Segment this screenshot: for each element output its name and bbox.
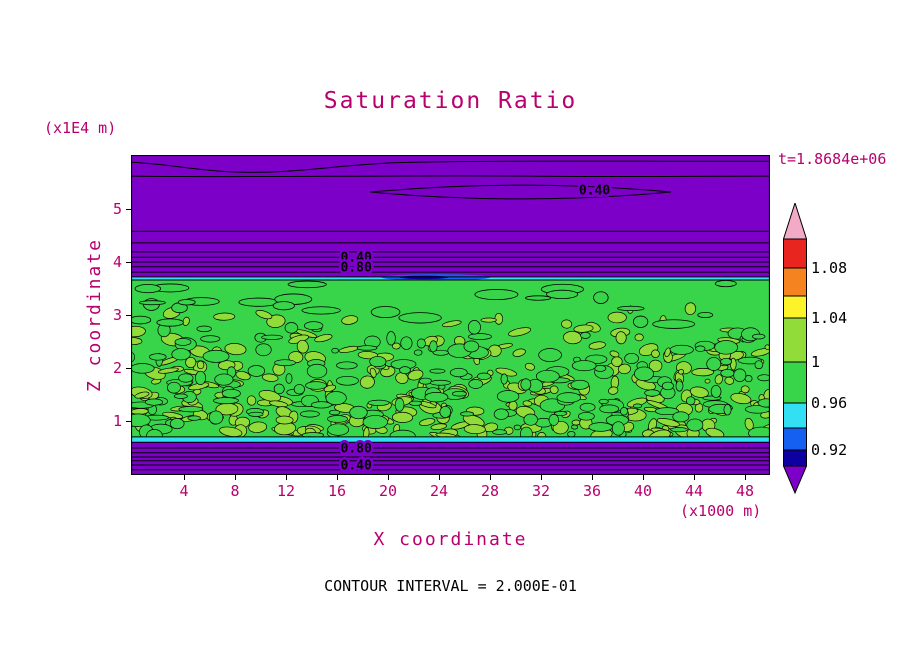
x-tick-label: 8 [230,482,240,500]
lens-contour [370,184,672,200]
colorbar-tick-label: 0.96 [811,394,848,412]
contour-line-wavy [131,160,770,173]
y-tick-mark [126,208,131,210]
x-tick-label: 44 [684,482,704,500]
x-tick-label: 4 [179,482,189,500]
chart-title: Saturation Ratio [323,88,578,114]
y-tick-mark [126,420,131,422]
contour-label: 0.40 [579,183,610,198]
y-tick-mark [126,367,131,369]
x-tick-mark [489,475,491,480]
contour-label: 0.80 [340,260,371,275]
colorbar-segment-yellow [783,295,807,319]
x-tick-label: 48 [735,482,755,500]
colorbar-tick-label: 0.92 [811,441,848,459]
band-cyan [131,436,770,443]
y-tick-mark [126,261,131,263]
x-axis-unit-label: (x1000 m) [680,502,762,520]
colorbar-segment-navy [783,449,807,467]
transition-patch-navy [399,275,449,280]
x-tick-mark [744,475,746,480]
x-tick-mark [540,475,542,480]
colorbar-segment-blue [783,427,807,451]
colorbar-tick-label: 1.04 [811,309,848,327]
y-tick-mark [126,314,131,316]
x-tick-label: 24 [429,482,449,500]
x-tick-mark [336,475,338,480]
y-tick-label: 5 [112,200,122,218]
x-axis-title: X coordinate [373,529,528,550]
colorbar-segment-purple [783,465,807,495]
x-tick-mark [642,475,644,480]
x-tick-label: 12 [276,482,296,500]
y-tick-label: 3 [112,306,122,324]
colorbar-segment-orange [783,267,807,297]
contour-line-wavy [131,175,770,178]
x-tick-label: 40 [633,482,653,500]
colorbar-tick-label: 1.08 [811,259,848,277]
colorbar-segment-yellow-green [783,317,807,363]
contour-label: 0.40 [340,458,371,473]
colorbar-segment-pink [783,203,807,240]
x-tick-label: 32 [531,482,551,500]
contour-interval-note: CONTOUR INTERVAL = 2.000E-01 [324,577,577,595]
y-tick-label: 1 [112,412,122,430]
contour-plot-area: 0.400.400.800.800.40 [131,155,770,475]
y-tick-label: 4 [112,253,122,271]
y-axis-unit-label: (x1E4 m) [44,119,117,137]
x-tick-mark [591,475,593,480]
x-tick-mark [234,475,236,480]
x-tick-label: 36 [582,482,602,500]
x-tick-label: 16 [327,482,347,500]
y-tick-label: 2 [112,359,122,377]
contour-label: 0.40 [340,251,371,266]
colorbar-segment-green [783,361,807,404]
x-tick-mark [285,475,287,480]
x-tick-label: 28 [480,482,500,500]
colorbar-segment-red [783,238,807,269]
x-tick-label: 20 [378,482,398,500]
x-tick-mark [183,475,185,480]
contour-label: 0.80 [340,442,371,457]
colorbar-segment-cyan [783,402,807,429]
x-tick-mark [693,475,695,480]
x-tick-mark [387,475,389,480]
time-annotation: t=1.8684e+06 [778,150,887,168]
x-tick-mark [438,475,440,480]
colorbar-tick-label: 1 [811,353,821,371]
plot-frame [131,155,770,475]
speckle-texture [132,280,769,437]
colorbar [783,203,807,495]
